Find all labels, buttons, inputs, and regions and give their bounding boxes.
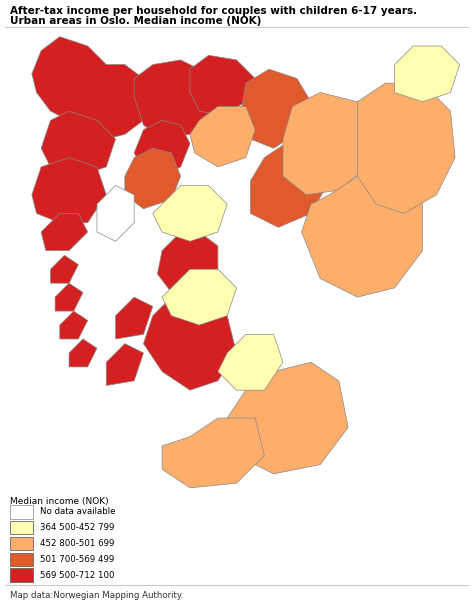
Text: 364 500-452 799: 364 500-452 799 bbox=[40, 523, 114, 532]
Polygon shape bbox=[115, 297, 153, 339]
Polygon shape bbox=[125, 148, 181, 209]
Text: Map data:Norwegian Mapping Authority.: Map data:Norwegian Mapping Authority. bbox=[10, 591, 184, 600]
Polygon shape bbox=[218, 334, 283, 390]
Polygon shape bbox=[55, 283, 83, 311]
Polygon shape bbox=[32, 36, 153, 139]
Polygon shape bbox=[69, 339, 97, 367]
Text: Urban areas in Oslo. Median income (NOK): Urban areas in Oslo. Median income (NOK) bbox=[10, 16, 262, 26]
Polygon shape bbox=[106, 344, 143, 385]
Text: 569 500-712 100: 569 500-712 100 bbox=[40, 571, 115, 579]
Polygon shape bbox=[60, 311, 88, 339]
Polygon shape bbox=[41, 213, 88, 250]
Polygon shape bbox=[153, 185, 227, 241]
Polygon shape bbox=[394, 46, 460, 102]
Polygon shape bbox=[51, 255, 79, 283]
Text: 452 800-501 699: 452 800-501 699 bbox=[40, 539, 114, 548]
Text: Median income (NOK): Median income (NOK) bbox=[10, 497, 109, 506]
Polygon shape bbox=[143, 297, 236, 390]
Polygon shape bbox=[134, 120, 190, 176]
Polygon shape bbox=[158, 232, 218, 292]
Polygon shape bbox=[358, 83, 455, 213]
Polygon shape bbox=[190, 55, 255, 116]
Polygon shape bbox=[190, 106, 255, 167]
Polygon shape bbox=[97, 185, 134, 241]
Polygon shape bbox=[227, 362, 348, 474]
Polygon shape bbox=[251, 139, 330, 227]
Polygon shape bbox=[41, 111, 115, 176]
Polygon shape bbox=[134, 60, 218, 139]
Polygon shape bbox=[241, 69, 311, 148]
Text: After-tax income per household for couples with children 6-17 years.: After-tax income per household for coupl… bbox=[10, 6, 418, 16]
Polygon shape bbox=[32, 157, 106, 223]
Polygon shape bbox=[162, 418, 264, 488]
Polygon shape bbox=[283, 92, 376, 195]
Polygon shape bbox=[302, 176, 422, 297]
Polygon shape bbox=[162, 269, 236, 325]
Text: 501 700-569 499: 501 700-569 499 bbox=[40, 555, 114, 564]
Text: No data available: No data available bbox=[40, 508, 116, 516]
